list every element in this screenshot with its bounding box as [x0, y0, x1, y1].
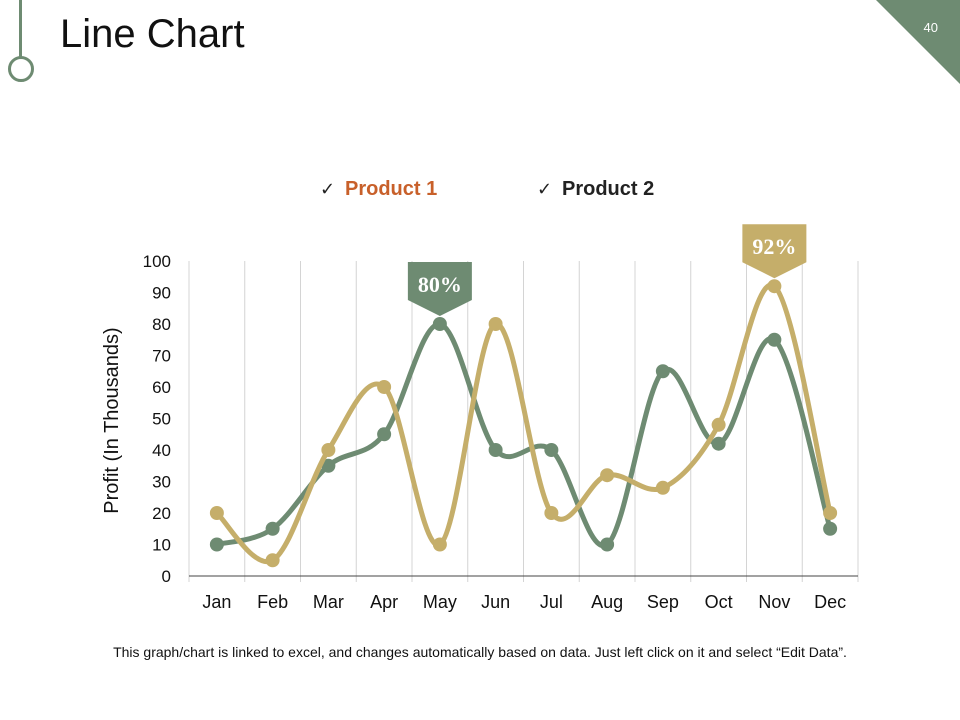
- data-point-product-1: [488, 317, 503, 331]
- data-point-product-2: [377, 427, 392, 442]
- data-point-product-1: [711, 417, 726, 432]
- data-point-product-2: [488, 443, 503, 457]
- data-point-product-1: [265, 553, 280, 568]
- y-tick-label: 0: [162, 567, 171, 586]
- data-point-product-1: [432, 537, 447, 552]
- annotation-callout-label: 92%: [752, 234, 796, 259]
- data-point-product-1: [655, 480, 670, 495]
- y-tick-label: 40: [152, 441, 171, 460]
- data-point-product-2: [767, 332, 782, 347]
- data-point-product-1: [209, 506, 224, 520]
- data-point-product-2: [432, 317, 447, 331]
- x-tick-label: Mar: [313, 592, 344, 612]
- page-corner-triangle: [876, 0, 960, 84]
- data-point-product-2: [209, 537, 224, 552]
- data-point-product-2: [321, 458, 336, 473]
- data-point-product-1: [767, 279, 782, 294]
- x-tick-label: Jun: [481, 592, 510, 612]
- annotation-callout-shape: [742, 224, 807, 279]
- x-tick-label: Dec: [814, 592, 846, 612]
- y-tick-label: 80: [152, 315, 171, 334]
- legend-check-icon: ✓: [320, 179, 335, 199]
- x-tick-label: Jul: [540, 592, 563, 612]
- data-point-product-1: [600, 468, 615, 483]
- x-tick-label: Nov: [758, 592, 790, 612]
- y-tick-label: 90: [152, 284, 171, 303]
- title-accent-line: [19, 0, 22, 58]
- legend-check-icon: ✓: [537, 179, 552, 199]
- data-point-product-2: [711, 436, 726, 451]
- data-point-product-2: [265, 521, 280, 536]
- legend-label-product-1: Product 1: [345, 178, 437, 200]
- line-chart[interactable]: 0 10 20 30 40 50 60 70 80 90 100 Jan Feb Mar Apr May Jun…: [0, 0, 960, 640]
- data-point-product-2: [544, 443, 559, 457]
- y-tick-label: 20: [152, 504, 171, 523]
- y-axis-label: Profit (In Thousands): [101, 327, 123, 513]
- title-accent-ring: [8, 56, 34, 82]
- data-point-product-1: [823, 506, 838, 520]
- y-tick-label: 10: [152, 536, 171, 555]
- x-tick-label: Aug: [591, 592, 623, 612]
- slide-title: Line Chart: [60, 12, 245, 56]
- x-tick-label: May: [423, 592, 457, 612]
- y-tick-label: 50: [152, 410, 171, 429]
- y-tick-label: 70: [152, 347, 171, 366]
- y-tick-label: 30: [152, 473, 171, 492]
- annotation-callout-label: 80%: [418, 272, 462, 297]
- data-point-product-2: [600, 537, 615, 552]
- data-point-product-1: [321, 443, 336, 457]
- data-point-product-1: [544, 506, 559, 520]
- x-tick-label: Apr: [370, 592, 398, 612]
- x-tick-label: Oct: [705, 592, 733, 612]
- y-tick-label: 60: [152, 378, 171, 397]
- y-tick-label: 100: [143, 252, 171, 271]
- data-point-product-1: [377, 380, 392, 394]
- annotation-callout-shape: [407, 262, 472, 316]
- data-point-product-2: [655, 364, 670, 379]
- x-tick-label: Sep: [647, 592, 679, 612]
- legend-label-product-2: Product 2: [562, 178, 654, 200]
- x-tick-label: Feb: [257, 592, 288, 612]
- footnote: This graph/chart is linked to excel, and…: [113, 644, 847, 660]
- data-point-product-2: [823, 521, 838, 536]
- x-tick-label: Jan: [202, 592, 231, 612]
- page-number: 40: [923, 20, 938, 35]
